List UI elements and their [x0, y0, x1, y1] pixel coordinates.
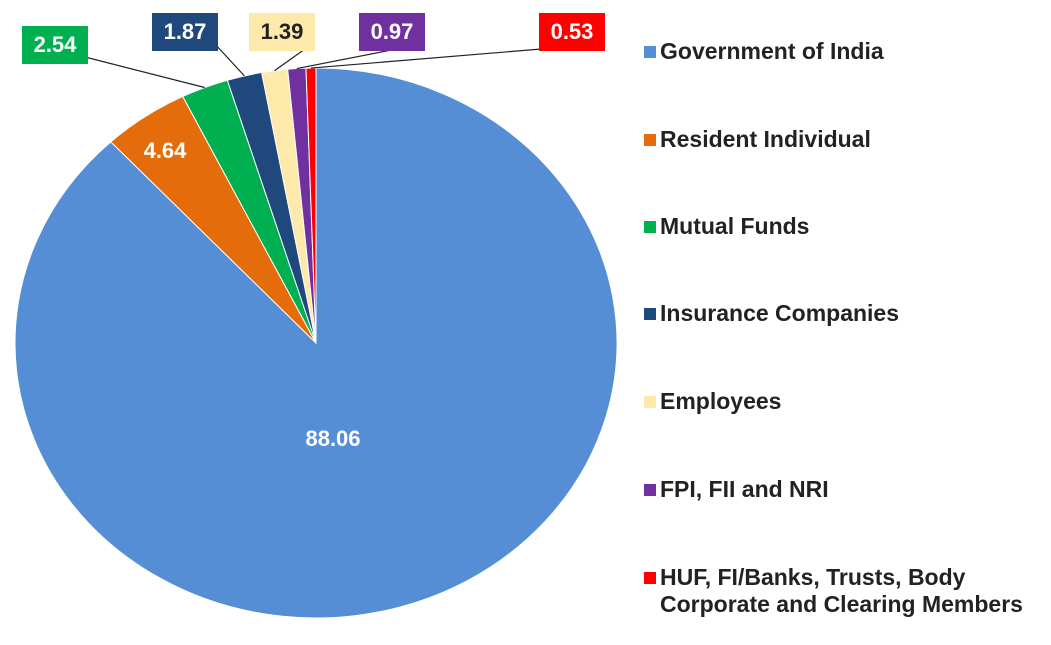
data-label: 88.06 — [305, 426, 360, 451]
legend-label: FPI, FII and NRI — [660, 476, 829, 502]
label-box — [539, 13, 605, 51]
legend-swatch — [644, 221, 656, 233]
label-box — [249, 13, 315, 51]
legend-label: Government of India — [660, 38, 884, 64]
legend-label: Mutual Funds — [660, 213, 810, 239]
data-label: 1.39 — [261, 19, 304, 44]
legend-swatch — [644, 308, 656, 320]
data-label: 2.54 — [34, 32, 78, 57]
legend-swatch — [644, 396, 656, 408]
data-label: 0.97 — [371, 19, 414, 44]
legend-label: Resident Individual — [660, 126, 871, 152]
legend-swatch — [644, 484, 656, 496]
legend-swatch — [644, 46, 656, 58]
legend-item: HUF, FI/Banks, Trusts, Body Corporate an… — [640, 564, 1045, 618]
legend-item: Employees — [640, 388, 1045, 415]
leader-line — [214, 43, 245, 77]
legend-swatch — [644, 134, 656, 146]
legend-item: Insurance Companies — [640, 300, 1045, 327]
legend-label: Insurance Companies — [660, 300, 900, 326]
leader-line — [84, 56, 205, 89]
legend-swatch — [644, 572, 656, 584]
legend-item: Resident Individual — [640, 126, 1045, 153]
legend-label: HUF, FI/Banks, Trusts, Body Corporate an… — [660, 564, 1023, 617]
data-label: 0.53 — [551, 19, 594, 44]
legend-label: Employees — [660, 388, 782, 414]
label-box — [359, 13, 425, 51]
data-label: 1.87 — [164, 19, 207, 44]
legend-item: FPI, FII and NRI — [640, 476, 1045, 503]
legend-item: Mutual Funds — [640, 213, 1045, 240]
legend-item: Government of India — [640, 38, 1045, 65]
data-label: 4.64 — [144, 138, 188, 163]
label-box — [152, 13, 218, 51]
label-box — [22, 26, 88, 64]
